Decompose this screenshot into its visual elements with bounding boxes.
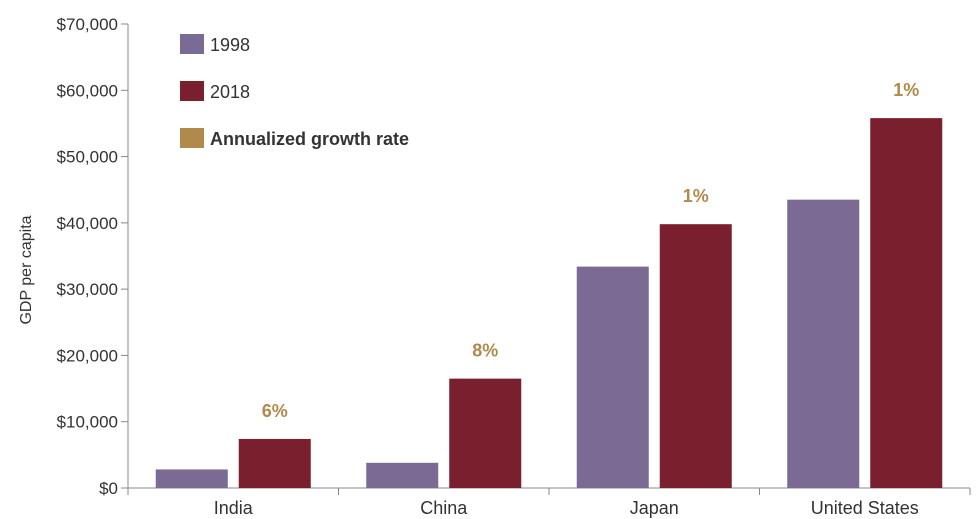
- y-axis-label: GDP per capita: [18, 215, 35, 324]
- legend-label-1998: 1998: [210, 35, 250, 55]
- bar-2018-united-states: [870, 118, 943, 488]
- growth-rate-label: 1%: [893, 80, 919, 100]
- y-tick-label: $60,000: [57, 81, 118, 100]
- y-tick-label: $10,000: [57, 413, 118, 432]
- bar-2018-india: [238, 438, 311, 488]
- bar-1998-japan: [576, 266, 649, 488]
- growth-rate-label: 1%: [683, 186, 709, 206]
- legend-swatch-2018: [180, 81, 204, 101]
- growth-rate-label: 6%: [262, 401, 288, 421]
- y-tick-label: $40,000: [57, 214, 118, 233]
- labels: 6% India 8% China 1% Japan 1% United States: [214, 80, 920, 518]
- legend-label-growth-rate: Annualized growth rate: [210, 129, 409, 149]
- legend-swatch-1998: [180, 34, 204, 54]
- legend: 1998 2018 Annualized growth rate: [180, 34, 409, 149]
- y-tick-label: $30,000: [57, 280, 118, 299]
- bar-1998-china: [366, 462, 439, 488]
- x-category-label: India: [214, 498, 254, 518]
- bar-2018-china: [449, 378, 522, 488]
- y-tick-label: $50,000: [57, 148, 118, 167]
- x-category-label: China: [420, 498, 468, 518]
- y-tick-label: $20,000: [57, 346, 118, 365]
- growth-rate-label: 8%: [472, 341, 498, 361]
- axes: $0 $10,000 $20,000 $30,000 $40,000 $50,000 $60…: [57, 15, 971, 498]
- y-tick-label: $0: [99, 479, 118, 498]
- legend-swatch-growth-rate: [180, 128, 204, 148]
- x-category-label: United States: [811, 498, 919, 518]
- bar-1998-india: [155, 469, 228, 488]
- legend-label-2018: 2018: [210, 82, 250, 102]
- bars: [155, 118, 943, 488]
- bar-2018-japan: [659, 224, 732, 488]
- x-category-label: Japan: [630, 498, 679, 518]
- y-tick-label: $70,000: [57, 15, 118, 34]
- bar-1998-united-states: [787, 199, 860, 488]
